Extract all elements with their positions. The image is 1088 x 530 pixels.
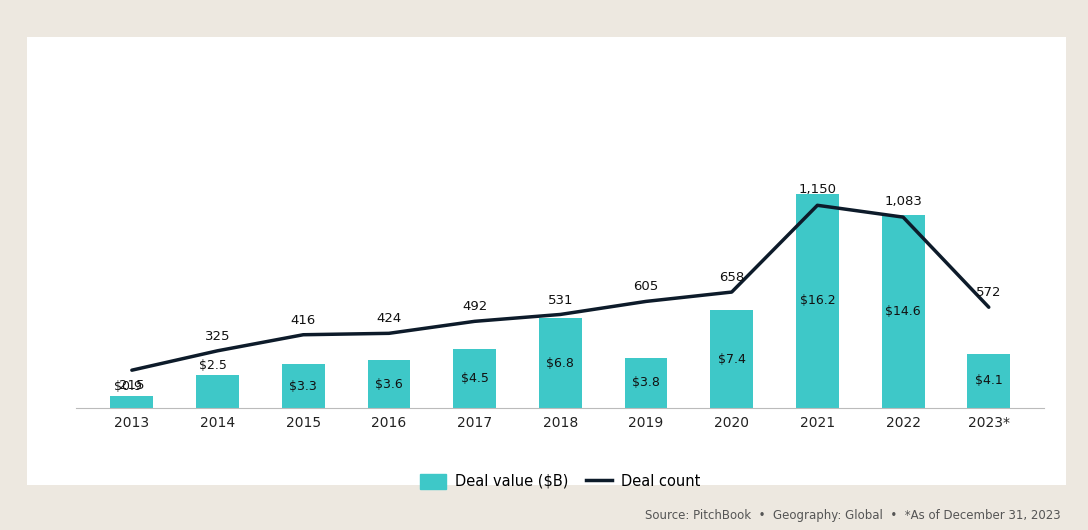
Text: 215: 215 xyxy=(119,379,145,392)
Bar xyxy=(967,354,1010,408)
Text: 572: 572 xyxy=(976,286,1002,299)
Legend: Deal value ($B), Deal count: Deal value ($B), Deal count xyxy=(420,474,701,489)
Text: 1,083: 1,083 xyxy=(885,195,922,208)
Bar xyxy=(454,349,496,408)
Text: $4.5: $4.5 xyxy=(460,372,489,385)
Text: 1,150: 1,150 xyxy=(799,183,837,196)
Bar xyxy=(282,365,324,408)
Bar xyxy=(710,310,753,408)
Bar xyxy=(539,318,582,408)
Text: 531: 531 xyxy=(547,294,573,306)
Text: $0.9: $0.9 xyxy=(113,380,141,393)
Text: $14.6: $14.6 xyxy=(886,305,920,318)
Text: $6.8: $6.8 xyxy=(546,357,574,369)
Text: 492: 492 xyxy=(462,301,487,313)
Text: $2.5: $2.5 xyxy=(199,359,227,372)
Text: Source: PitchBook  •  Geography: Global  •  *As of December 31, 2023: Source: PitchBook • Geography: Global • … xyxy=(645,509,1061,522)
Text: $3.8: $3.8 xyxy=(632,376,660,390)
Bar xyxy=(196,375,239,408)
Text: $3.6: $3.6 xyxy=(375,378,403,391)
Text: 605: 605 xyxy=(633,280,658,294)
Text: $3.3: $3.3 xyxy=(289,380,317,393)
FancyBboxPatch shape xyxy=(16,33,1077,489)
Bar xyxy=(796,194,839,408)
Text: $4.1: $4.1 xyxy=(975,375,1003,387)
Bar xyxy=(111,396,153,408)
Text: $7.4: $7.4 xyxy=(718,352,745,366)
Text: $16.2: $16.2 xyxy=(800,295,836,307)
Bar xyxy=(368,360,410,408)
Text: 658: 658 xyxy=(719,271,744,284)
Text: 424: 424 xyxy=(376,312,401,325)
Bar xyxy=(881,215,925,408)
Text: Gaming VC deal activity: Gaming VC deal activity xyxy=(53,82,371,106)
Text: 416: 416 xyxy=(290,314,316,327)
Bar xyxy=(625,358,667,408)
Text: 325: 325 xyxy=(205,330,231,343)
